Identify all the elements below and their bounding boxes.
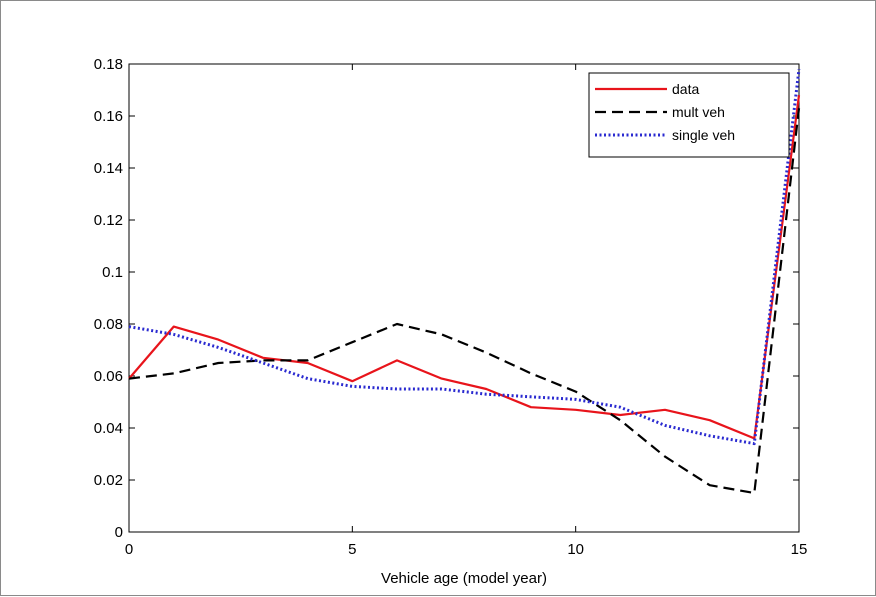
y-tick-label: 0.18 [94, 56, 123, 73]
series-line-mult-veh [128, 108, 801, 495]
legend-label: mult veh [672, 104, 725, 120]
legend: data mult veh single veh [588, 72, 790, 158]
series-line-data [128, 95, 801, 440]
legend-box [588, 72, 790, 158]
y-tick-label: 0.06 [94, 368, 123, 385]
y-axis: 0 0.02 0.04 0.06 0.08 0.1 0.12 0.14 0.16 0.18 [94, 56, 799, 541]
x-tick-label: 0 [125, 541, 133, 558]
x-tick-label: 5 [348, 541, 356, 558]
y-tick-label: 0.02 [94, 472, 123, 489]
series-group [128, 69, 801, 495]
legend-label: data [672, 81, 699, 97]
y-tick-label: 0.12 [94, 212, 123, 229]
series-line-single-veh [128, 69, 801, 446]
y-tick-label: 0.1 [102, 264, 123, 281]
x-tick-label: 10 [567, 541, 584, 558]
x-axis-title: Vehicle age (model year) [381, 570, 547, 587]
y-tick-label: 0.14 [94, 160, 123, 177]
x-tick-label: 15 [791, 541, 808, 558]
y-tick-label: 0.08 [94, 316, 123, 333]
x-axis: 0 5 10 15 [125, 64, 808, 558]
y-tick-label: 0.04 [94, 420, 123, 437]
legend-label: single veh [672, 127, 735, 143]
y-tick-label: 0 [115, 524, 123, 541]
y-tick-label: 0.16 [94, 108, 123, 125]
